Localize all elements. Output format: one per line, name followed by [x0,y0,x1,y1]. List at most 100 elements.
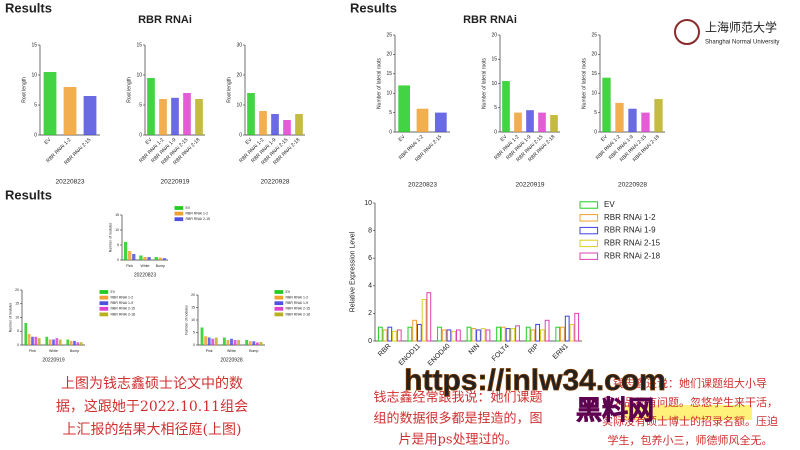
y-tick-label: 2 [368,310,372,317]
bar [207,337,211,345]
x-tick-label: EV [600,134,609,143]
legend-swatch [99,301,109,306]
y-tick-label: 15 [31,42,37,48]
y-tick-label: 0 [17,343,19,347]
y-tick-label: 10 [591,91,597,97]
y-tick-label: 0 [239,132,242,138]
y-tick-label: 15 [136,42,142,48]
x-axis-label: 20220928 [261,179,290,186]
bar [143,257,147,260]
y-tick-label: 5 [117,243,119,247]
y-tick-label: 5 [193,330,195,334]
y-axis-label: Root length [226,77,232,103]
legend-swatch [174,217,184,222]
bar [510,328,516,342]
y-tick-label: 0 [139,132,142,138]
y-tick-label: 10 [31,72,37,78]
legend-label: RBR RNAi 2-18 [604,251,661,260]
bar [226,340,230,345]
legend-swatch [274,312,284,317]
bar [79,342,83,345]
x-tick-label: Bump [70,349,79,353]
bar [230,338,233,345]
bar [392,330,397,342]
bar [387,326,393,342]
y-tick-label: 0 [117,258,119,262]
bar [476,329,481,342]
bar [63,87,77,135]
bar [502,81,510,132]
legend-label: RBR RNAi 1-2 [286,296,309,300]
bar [48,339,52,345]
y-axis-label: Number of lateral roots [481,58,487,109]
note-line: 上图为钱志鑫硕士论文中的数 [61,375,243,392]
x-axis-label: 20220919 [42,357,64,363]
y-axis-label: Number of nodules [109,222,113,252]
y-tick-label: 10 [491,81,497,87]
bar [412,319,418,342]
x-tick-label: Pink [206,349,213,353]
note-line: 学生，包养小三，师德师风全无。 [608,433,773,447]
bar [162,258,167,260]
bar [245,340,249,345]
bar [485,329,491,342]
bar [480,328,486,342]
legend-swatch [174,211,184,216]
bar [530,329,536,342]
bar [283,120,291,135]
bar [628,108,637,132]
x-tick-label: Pink [126,264,133,268]
bar [204,336,208,345]
y-tick-label: 25 [386,32,392,38]
legend-swatch [579,226,599,235]
legend-label: RBR RNAi 2-15 [604,239,661,248]
bar [441,329,447,342]
y-tick-label: 20 [191,293,195,297]
bar [237,340,241,345]
x-tick-label: RBR [377,343,392,358]
bar [615,102,624,132]
legend-swatch [579,201,599,209]
x-axis-label: 20220928 [618,182,647,189]
bar [55,338,59,345]
note-line: 钱志鑫还说：她们课题组大小导 [613,376,767,390]
note-line: 片是用ps处理过的。 [399,432,518,448]
x-tick-label: Bump [249,349,258,353]
bar [560,326,565,342]
bar [416,108,429,132]
bar [159,99,167,135]
subtitle: RBR RNAi [138,14,192,26]
y-axis-label: Number of nodules [9,302,13,332]
legend-swatch [174,206,184,210]
bar [295,114,303,135]
bar [123,242,128,260]
y-tick-label: 10 [136,72,142,78]
bar [271,114,279,135]
note-line: 上汇报的结果大相径庭(上图) [63,421,242,438]
note-line: 钱志鑫经常跟我说：她们课题 [373,390,542,406]
bar [24,323,28,345]
x-axis-label: 20220919 [161,179,190,186]
y-tick-label: 10 [386,91,392,97]
bar [398,85,411,132]
x-tick-label: FOLT4 [491,343,511,363]
bar [426,292,432,342]
y-axis-label: Number of nodules [185,305,189,335]
bar [147,257,151,260]
bar [45,336,49,345]
legend-swatch [99,306,109,311]
legend-swatch [579,214,599,222]
bar [539,329,545,342]
y-tick-label: 5 [494,105,497,111]
x-axis-label: 20220823 [408,182,437,189]
bar [83,96,97,135]
legend-label: EV [604,200,615,209]
x-tick-label: EV [398,134,407,143]
bar [437,326,442,342]
bar [434,112,447,132]
legend-swatch [274,301,284,306]
x-tick-label: White [141,264,150,268]
bar [58,339,62,345]
bar [555,326,561,342]
